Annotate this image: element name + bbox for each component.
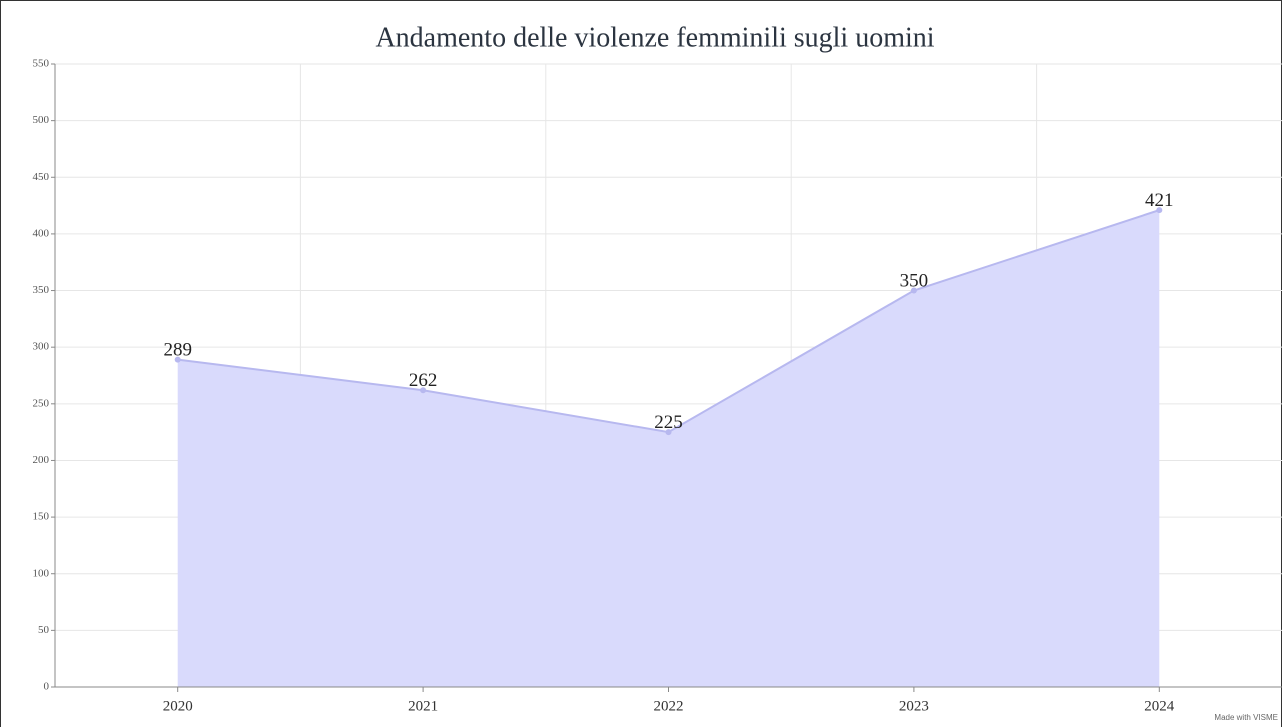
y-tick-label: 0 (44, 681, 50, 693)
point (420, 387, 427, 394)
x-tick-label: 2021 (408, 698, 438, 714)
y-tick-label: 200 (33, 454, 50, 466)
point (174, 356, 181, 363)
y-tick-label: 100 (33, 567, 50, 579)
point (1156, 207, 1163, 214)
x-tick-label: 2022 (654, 698, 684, 714)
y-tick-label: 150 (33, 511, 50, 523)
y-tick-label: 250 (33, 397, 50, 409)
x-tick-label: 2023 (899, 698, 929, 714)
data-label: 289 (163, 340, 192, 361)
data-label: 225 (654, 412, 683, 433)
footnote: Made with VISME (1214, 713, 1278, 722)
y-tick-label: 350 (33, 284, 50, 296)
y-tick-label: 50 (38, 624, 50, 636)
y-tick-label: 500 (33, 114, 50, 126)
y-tick-label: 300 (33, 341, 50, 353)
data-label: 262 (409, 370, 438, 391)
y-tick-label: 400 (33, 227, 50, 239)
x-tick-label: 2020 (163, 698, 193, 714)
y-tick-label: 450 (33, 171, 50, 183)
area (177, 210, 1160, 687)
point (665, 429, 672, 436)
point (910, 287, 917, 294)
data-label: 421 (1145, 190, 1174, 211)
x-tick-label: 2024 (1144, 698, 1175, 714)
data-label: 350 (900, 271, 929, 292)
chart-title: Andamento delle violenze femminili sugli… (375, 22, 934, 53)
y-tick-label: 550 (33, 58, 50, 70)
